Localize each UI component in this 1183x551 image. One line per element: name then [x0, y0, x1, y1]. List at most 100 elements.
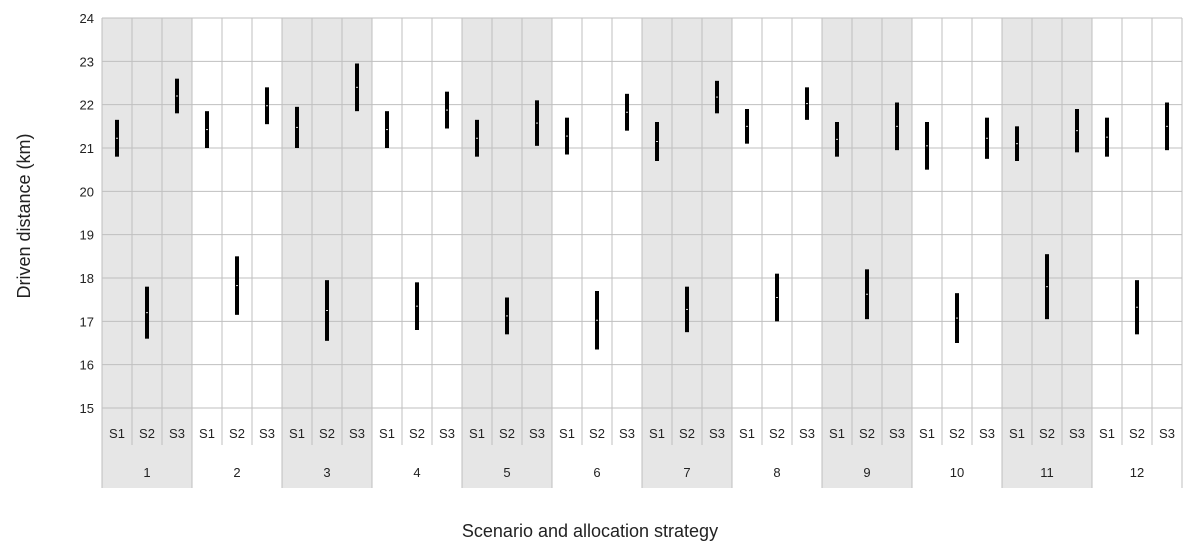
y-tick-label: 21 — [80, 141, 94, 156]
range-midpoint-5-S2 — [506, 315, 508, 317]
range-midpoint-4-S1 — [386, 129, 388, 131]
scenario-label: 4 — [413, 465, 420, 480]
scenario-label: 9 — [863, 465, 870, 480]
strategy-label: S2 — [679, 426, 695, 441]
scenario-label: 2 — [233, 465, 240, 480]
range-midpoint-1-S2 — [146, 312, 148, 314]
strategy-label: S1 — [199, 426, 215, 441]
y-tick-label: 24 — [80, 11, 94, 26]
grid — [101, 17, 1183, 488]
scenario-label: 11 — [1040, 465, 1054, 480]
range-bars — [115, 63, 1169, 350]
range-midpoint-11-S1 — [1016, 143, 1018, 145]
strategy-label: S1 — [379, 426, 395, 441]
range-midpoint-6-S1 — [566, 135, 568, 137]
y-tick-label: 23 — [80, 54, 94, 69]
scenario-label: 6 — [593, 465, 600, 480]
strategy-label: S3 — [979, 426, 995, 441]
strategy-label: S2 — [409, 426, 425, 441]
range-midpoint-10-S2 — [956, 317, 958, 319]
range-midpoint-5-S3 — [536, 122, 538, 124]
y-axis-ticks: 15 16 17 18 19 20 21 22 23 24 — [80, 11, 94, 416]
scenario-shading — [102, 18, 1092, 488]
strategy-label: S3 — [889, 426, 905, 441]
strategy-label: S1 — [1009, 426, 1025, 441]
range-midpoint-6-S2 — [596, 319, 598, 321]
range-midpoint-2-S3 — [266, 105, 268, 107]
strategy-label: S1 — [559, 426, 575, 441]
range-midpoint-2-S2 — [236, 285, 238, 287]
strategy-label: S3 — [799, 426, 815, 441]
y-tick-label: 19 — [80, 228, 94, 243]
range-midpoint-9-S3 — [896, 125, 898, 127]
range-midpoint-11-S2 — [1046, 286, 1048, 288]
strategy-label: S2 — [949, 426, 965, 441]
range-midpoint-2-S1 — [206, 129, 208, 131]
range-midpoint-8-S3 — [806, 103, 808, 105]
strategy-label: S3 — [1159, 426, 1175, 441]
scenario-label: 8 — [773, 465, 780, 480]
scenario-label: 10 — [950, 465, 964, 480]
x-axis-title: Scenario and allocation strategy — [462, 521, 718, 541]
range-midpoint-9-S2 — [866, 293, 868, 295]
strategy-label: S3 — [709, 426, 725, 441]
scenario-label: 12 — [1130, 465, 1144, 480]
range-midpoint-3-S1 — [296, 126, 298, 128]
scenario-shade-5 — [462, 18, 552, 488]
range-midpoint-12-S2 — [1136, 306, 1138, 308]
scenario-label: 5 — [503, 465, 510, 480]
range-midpoint-12-S1 — [1106, 136, 1108, 138]
strategy-label: S2 — [769, 426, 785, 441]
strategy-label: S1 — [469, 426, 485, 441]
strategy-label: S1 — [649, 426, 665, 441]
y-tick-label: 18 — [80, 271, 94, 286]
y-tick-label: 17 — [80, 314, 94, 329]
strategy-label: S3 — [439, 426, 455, 441]
range-midpoint-11-S3 — [1076, 130, 1078, 132]
scenario-shade-11 — [1002, 18, 1092, 488]
strategy-label: S2 — [589, 426, 605, 441]
range-midpoint-3-S2 — [326, 310, 328, 311]
range-midpoint-12-S3 — [1166, 125, 1168, 127]
strategy-label: S2 — [859, 426, 875, 441]
scenario-label: 7 — [683, 465, 690, 480]
range-midpoint-6-S3 — [626, 111, 628, 113]
strategy-label: S2 — [499, 426, 515, 441]
strategy-label: S3 — [169, 426, 185, 441]
y-axis-title: Driven distance (km) — [14, 133, 34, 298]
range-midpoint-1-S3 — [176, 95, 178, 97]
strategy-label: S2 — [319, 426, 335, 441]
range-midpoint-7-S1 — [656, 141, 658, 142]
range-midpoint-4-S2 — [416, 305, 418, 307]
strategy-label: S1 — [1099, 426, 1115, 441]
y-tick-label: 20 — [80, 184, 94, 199]
y-tick-label: 15 — [80, 401, 94, 416]
range-midpoint-7-S2 — [686, 308, 688, 310]
strategy-label: S3 — [529, 426, 545, 441]
strategy-label: S1 — [289, 426, 305, 441]
range-midpoint-4-S3 — [446, 109, 448, 111]
y-tick-label: 22 — [80, 98, 94, 113]
strategy-label: S1 — [829, 426, 845, 441]
range-midpoint-7-S3 — [716, 96, 718, 98]
scenario-shade-9 — [822, 18, 912, 488]
scenario-label: 1 — [143, 465, 150, 480]
strategy-label: S1 — [919, 426, 935, 441]
strategy-label: S2 — [1039, 426, 1055, 441]
strategy-label: S3 — [259, 426, 275, 441]
range-midpoint-8-S2 — [776, 297, 778, 298]
range-midpoint-3-S3 — [356, 86, 358, 88]
range-midpoint-5-S1 — [476, 137, 478, 139]
range-midpoint-1-S1 — [116, 137, 118, 139]
strategy-label: S3 — [1069, 426, 1085, 441]
x-axis-categories: S1 S2 S3 1 S1 S2 S3 2 S1 S2 S3 3 S1 S2 S3 4 S1 S2 S3 5 S1 S2 S… — [109, 426, 1175, 480]
y-tick-label: 16 — [80, 358, 94, 373]
range-midpoint-9-S1 — [836, 138, 838, 140]
range-midpoint-10-S3 — [986, 137, 988, 139]
strategy-label: S2 — [139, 426, 155, 441]
range-midpoint-8-S1 — [746, 125, 748, 127]
strategy-label: S3 — [619, 426, 635, 441]
strategy-label: S1 — [109, 426, 125, 441]
